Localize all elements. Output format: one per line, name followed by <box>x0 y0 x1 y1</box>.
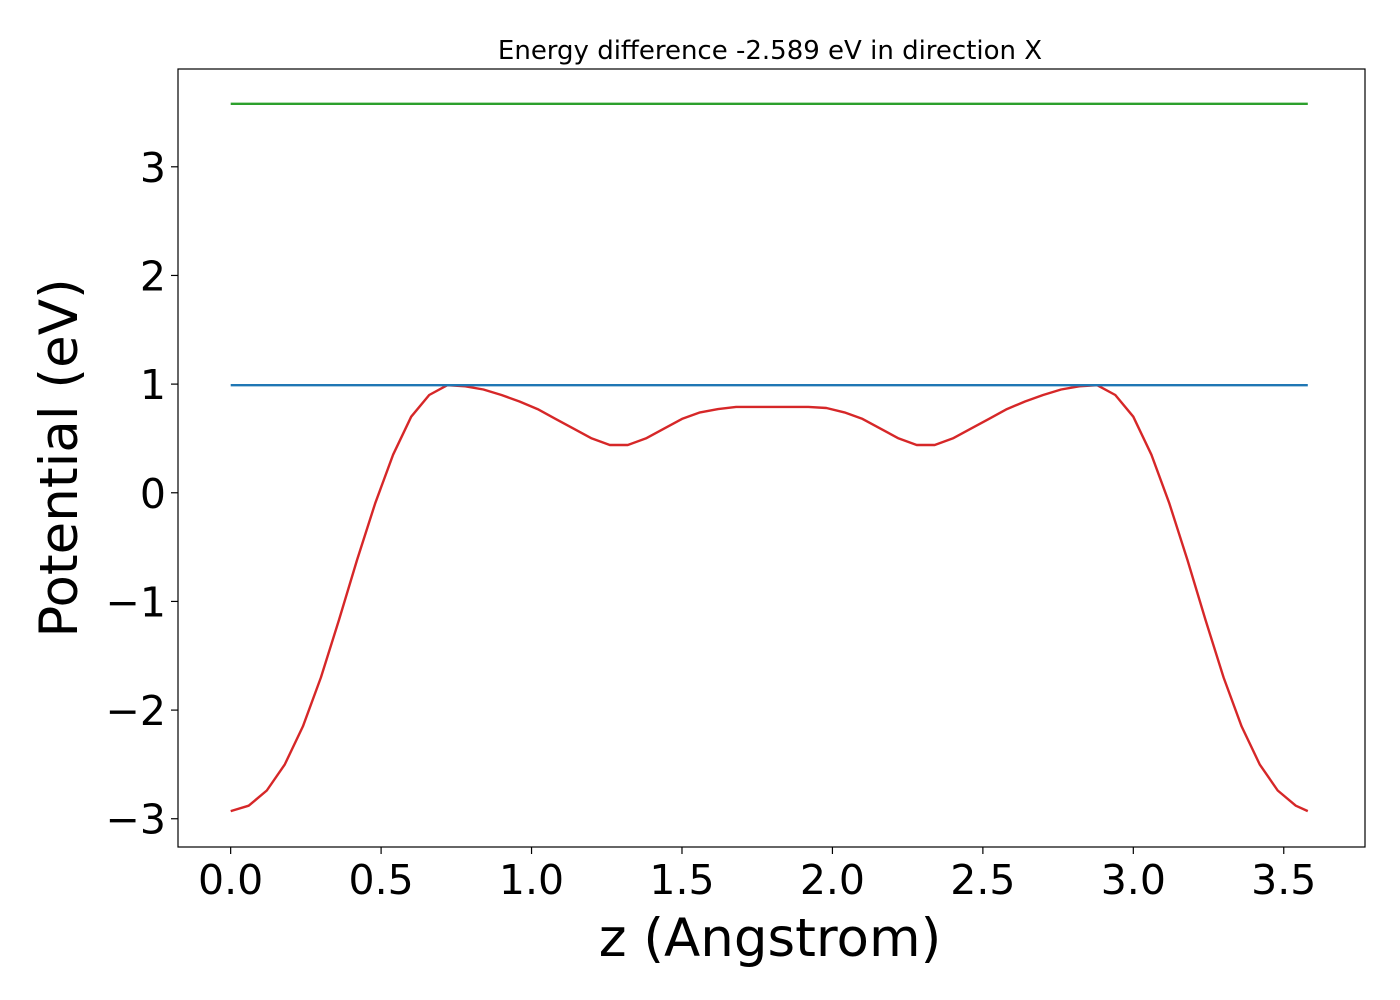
y-axis-ticks: −3 −2 −1 0 1 2 3 <box>106 144 178 844</box>
y-tick-label: −3 <box>106 796 166 844</box>
x-tick-label: 1.5 <box>649 856 714 904</box>
y-tick-label: 2 <box>140 252 166 300</box>
series-line-1 <box>230 384 1309 813</box>
y-tick-label: 3 <box>140 144 166 192</box>
x-tick-label: 2.0 <box>800 856 865 904</box>
y-tick-label: −2 <box>106 687 166 735</box>
chart-title: Energy difference -2.589 eV in direction… <box>498 36 1042 66</box>
x-axis-label: z (Angstrom) <box>599 908 942 969</box>
y-axis-label: Potential (eV) <box>29 278 90 637</box>
series-layer <box>230 102 1309 813</box>
x-tick-label: 3.0 <box>1101 856 1166 904</box>
x-axis-ticks: 0.0 0.5 1.0 1.5 2.0 2.5 3.0 3.5 <box>198 847 1316 904</box>
y-tick-label: −1 <box>106 578 166 626</box>
x-tick-label: 0.5 <box>348 856 413 904</box>
x-tick-label: 0.0 <box>198 856 263 904</box>
x-tick-label: 1.0 <box>499 856 564 904</box>
y-tick-label: 0 <box>140 470 166 518</box>
y-tick-label: 1 <box>140 361 166 409</box>
x-tick-label: 3.5 <box>1251 856 1316 904</box>
plot-frame <box>177 68 1366 848</box>
x-tick-label: 2.5 <box>950 856 1015 904</box>
